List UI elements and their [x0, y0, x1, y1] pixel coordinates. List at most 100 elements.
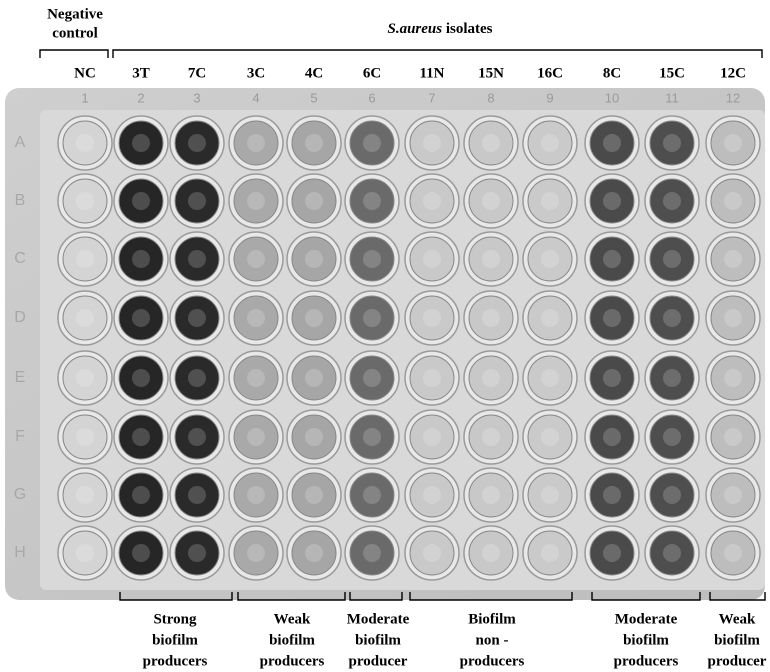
well-center — [247, 192, 265, 210]
column-label: 6C — [363, 65, 381, 81]
well-center — [188, 369, 206, 387]
column-label: 16C — [537, 65, 563, 81]
group-label: biofilm — [355, 632, 401, 648]
column-label: 4C — [305, 65, 323, 81]
well-center — [724, 369, 742, 387]
plate-number: 7 — [428, 90, 435, 105]
plate-number: 6 — [368, 90, 375, 105]
well-center — [724, 544, 742, 562]
well-center — [724, 309, 742, 327]
well-center — [482, 250, 500, 268]
well-center — [541, 309, 559, 327]
well-center — [541, 250, 559, 268]
well-center — [724, 250, 742, 268]
well-center — [188, 486, 206, 504]
well-center — [663, 192, 681, 210]
plate-number: 5 — [310, 90, 317, 105]
well-center — [482, 309, 500, 327]
well-center — [305, 428, 323, 446]
column-label: NC — [74, 65, 96, 81]
group-label: biofilm — [623, 632, 669, 648]
well-center — [663, 428, 681, 446]
bracket — [113, 50, 762, 58]
well-center — [541, 544, 559, 562]
well-center — [132, 134, 150, 152]
row-letter: F — [15, 428, 25, 445]
well-center — [305, 544, 323, 562]
species: S.aureus — [387, 21, 442, 37]
well-center — [663, 486, 681, 504]
well-center — [188, 309, 206, 327]
group-label: Weak — [274, 611, 311, 627]
well-center — [724, 486, 742, 504]
well-center — [541, 134, 559, 152]
negative-label: control — [52, 25, 98, 41]
well-center — [363, 486, 381, 504]
well-center — [76, 250, 94, 268]
group-label: biofilm — [714, 632, 760, 648]
plate-number: 1 — [81, 90, 88, 105]
row-letter: G — [14, 486, 26, 503]
well-center — [663, 544, 681, 562]
well-center — [76, 134, 94, 152]
plate-number: 4 — [252, 90, 259, 105]
plate-number: 2 — [137, 90, 144, 105]
well-center — [363, 544, 381, 562]
well-center — [76, 369, 94, 387]
well-center — [188, 250, 206, 268]
well-center — [188, 428, 206, 446]
well-center — [603, 250, 621, 268]
well-center — [603, 309, 621, 327]
well-center — [76, 309, 94, 327]
well-center — [482, 428, 500, 446]
group-label: producer — [349, 653, 408, 669]
well-center — [423, 544, 441, 562]
group-label: producers — [143, 653, 208, 669]
column-label: 3T — [132, 65, 150, 81]
well-center — [132, 428, 150, 446]
well-center — [132, 544, 150, 562]
figure: Negative control S.aureus isolates Stron… — [0, 0, 770, 672]
plate-number: 10 — [605, 90, 619, 105]
group-label: non - — [476, 632, 509, 648]
well-center — [423, 134, 441, 152]
well-center — [76, 486, 94, 504]
well-center — [247, 309, 265, 327]
column-label: 12C — [720, 65, 746, 81]
well-center — [132, 309, 150, 327]
plate-number: 9 — [546, 90, 553, 105]
well-center — [247, 250, 265, 268]
well-center — [724, 134, 742, 152]
column-label: 15C — [659, 65, 685, 81]
well-center — [363, 250, 381, 268]
well-center — [363, 134, 381, 152]
well-center — [363, 369, 381, 387]
well-center — [188, 134, 206, 152]
well-center — [247, 544, 265, 562]
well-center — [423, 428, 441, 446]
row-letter: E — [15, 369, 26, 386]
bracket — [40, 50, 108, 58]
plate-number: 11 — [665, 90, 679, 105]
well-center — [482, 544, 500, 562]
well-center — [663, 309, 681, 327]
well-center — [724, 192, 742, 210]
well-center — [603, 544, 621, 562]
group-label: biofilm — [269, 632, 315, 648]
well-center — [305, 134, 323, 152]
isolates-label: S.aureus isolates — [387, 21, 492, 37]
isolates: isolates — [442, 21, 493, 37]
well-center — [305, 369, 323, 387]
group-label: Strong — [153, 611, 197, 627]
plate-number: 8 — [487, 90, 494, 105]
well-center — [663, 134, 681, 152]
group-label: Weak — [719, 611, 756, 627]
well-center — [247, 134, 265, 152]
group-label: Moderate — [347, 611, 410, 627]
well-center — [541, 192, 559, 210]
plate-number: 3 — [193, 90, 200, 105]
well-center — [603, 134, 621, 152]
column-label: 3C — [247, 65, 265, 81]
well-center — [603, 486, 621, 504]
well-center — [188, 192, 206, 210]
